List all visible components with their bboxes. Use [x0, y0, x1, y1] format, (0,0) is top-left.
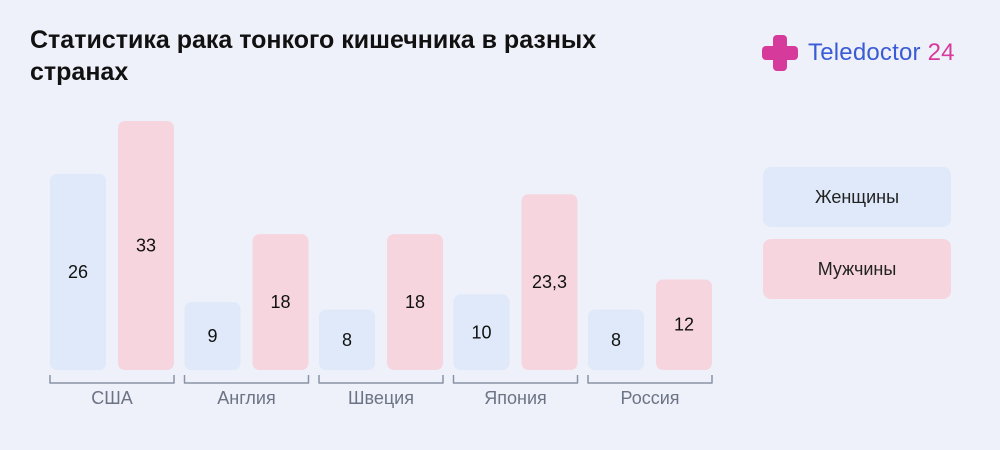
data-label-men-3: 23,3	[532, 272, 567, 292]
group-bracket-4	[587, 375, 713, 384]
group-bracket-3	[452, 375, 579, 384]
bar-men-3	[521, 194, 578, 370]
group-bracket-2	[318, 375, 444, 384]
data-label-men-4: 12	[674, 315, 694, 335]
logo-brand: Teledoctor	[808, 39, 921, 66]
x-tick-label-сша: США	[91, 388, 133, 408]
data-label-women-1: 9	[207, 326, 217, 346]
x-tick-label-япония: Япония	[484, 388, 547, 408]
bar-women-3	[453, 294, 510, 370]
x-tick-label-швеция: Швеция	[348, 388, 414, 408]
bar-women-2	[319, 309, 375, 370]
chart-title: Статистика рака тонкого кишечника в разн…	[30, 26, 597, 86]
data-label-women-2: 8	[342, 330, 352, 350]
data-label-women-4: 8	[611, 330, 621, 350]
data-label-men-1: 18	[270, 292, 290, 312]
legend-item-men: Мужчины	[763, 239, 951, 299]
group-bracket-0	[49, 375, 175, 384]
bar-men-4	[656, 279, 712, 370]
data-label-women-0: 26	[68, 262, 88, 282]
x-tick-label-россия: Россия	[620, 388, 679, 408]
legend-label-men: Мужчины	[817, 258, 897, 279]
data-label-women-3: 10	[471, 322, 491, 342]
bar-men-0	[118, 121, 174, 370]
bar-men-1	[252, 234, 309, 370]
teledoctor-logo: Teledoctor 24	[760, 33, 955, 73]
legend-item-women: Женщины	[763, 167, 951, 227]
group-bracket-1	[183, 375, 310, 384]
x-tick-label-англия: Англия	[217, 388, 275, 408]
data-label-men-2: 18	[405, 292, 425, 312]
medical-cross-icon	[762, 35, 798, 71]
data-label-men-0: 33	[136, 236, 156, 256]
logo-text: Teledoctor 24	[808, 39, 955, 67]
bar-women-4	[588, 309, 644, 370]
bar-women-1	[184, 302, 241, 370]
bar-women-0	[50, 173, 106, 370]
bar-men-2	[387, 234, 443, 370]
logo-number: 24	[927, 39, 955, 66]
legend-label-women: Женщины	[814, 186, 900, 207]
